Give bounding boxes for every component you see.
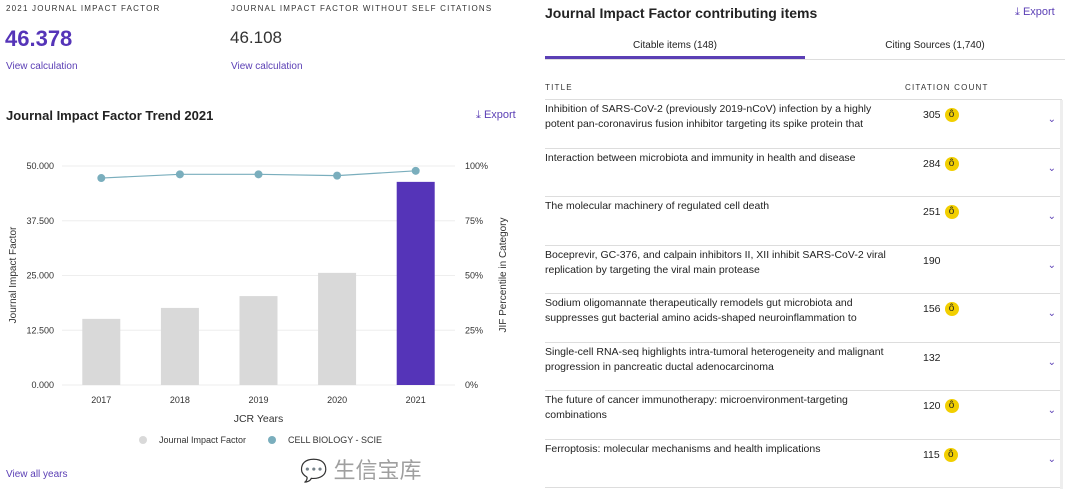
table-row[interactable]: Ferroptosis: molecular mechanisms and he… [545,440,1062,488]
percentile-point-2020[interactable] [333,171,342,180]
trend-chart: 0.000 0% 12.500 25% 25.000 50% 37.500 75% 50.000… [8,161,509,445]
table-row[interactable]: The molecular machinery of regulated cel… [545,197,1062,246]
legend-line-marker [268,436,276,444]
open-access-icon: ô [944,399,959,414]
open-access-icon: ô [944,108,959,123]
y-tick-label: 25.000 [26,271,54,281]
item-title[interactable]: Boceprevir, GC-376, and calpain inhibito… [545,248,886,276]
items-list: Inhibition of SARS-CoV-2 (previously 201… [545,100,1062,488]
legend-category[interactable]: CELL BIOLOGY - SCIE [288,435,382,445]
chevron-down-icon[interactable]: ⌄ [1047,356,1056,368]
jif-no-self-label: Journal Impact Factor without self citat… [231,4,493,13]
table-row[interactable]: The future of cancer immunotherapy: micr… [545,391,1062,440]
scrollbar[interactable] [1060,100,1063,489]
col-title-header: TITLE [545,83,573,92]
download-icon: ⤓ [476,109,481,121]
y-tick-label: 37.500 [26,216,54,226]
chevron-down-icon[interactable]: ⌄ [1047,405,1056,416]
x-tick-label: 2017 [91,395,111,405]
jif-no-self-value: 46.108 [230,28,282,47]
item-title[interactable]: Single-cell RNA-seq highlights intra-tum… [545,345,884,373]
y-tick-label: 0.000 [31,380,54,390]
open-access-icon: ô [943,447,958,462]
trend-export-button[interactable]: ⤓ Export [476,109,516,121]
table-row[interactable]: Sodium oligomannate therapeutically remo… [545,294,1062,343]
chevron-down-icon[interactable]: ⌄ [1047,308,1056,319]
x-axis-label: JCR Years [234,413,284,425]
watermark: 💬 生信宝库 [300,458,422,483]
y2-tick-label: 50% [465,271,483,281]
table-row[interactable]: Interaction between microbiota and immun… [545,149,1062,197]
y2-tick-label: 75% [465,216,483,226]
open-access-icon: ô [944,205,959,220]
percentile-point-2018[interactable] [175,170,184,179]
bar-2018[interactable] [160,307,199,385]
view-calculation-link[interactable]: View calculation [6,61,78,72]
chevron-down-icon[interactable]: ⌄ [1047,453,1056,465]
y2-tick-label: 100% [465,161,488,171]
view-calculation-link-2[interactable]: View calculation [231,61,303,72]
items-export-button[interactable]: ⤓ Export [1015,6,1055,18]
item-title[interactable]: The future of cancer immunotherapy: micr… [545,394,848,421]
download-icon: ⤓ [1015,6,1020,18]
citation-count: 120 ô [923,398,959,415]
trend-title: Journal Impact Factor Trend 2021 [6,108,214,123]
percentile-point-2019[interactable] [254,170,263,179]
items-title: Journal Impact Factor contributing items [545,5,818,21]
percentile-point-2017[interactable] [97,174,106,183]
legend-jif[interactable]: Journal Impact Factor [159,435,246,445]
x-tick-label: 2018 [170,395,190,405]
x-tick-label: 2021 [406,395,426,405]
item-title[interactable]: Ferroptosis: molecular mechanisms and he… [545,442,821,455]
chevron-down-icon[interactable]: ⌄ [1047,211,1056,222]
y2-tick-label: 0% [465,380,478,390]
col-count-header: CITATION COUNT [905,83,989,92]
y-tick-label: 12.500 [26,325,54,335]
y-axis-label: Journal Impact Factor [8,226,19,323]
view-all-years-link[interactable]: View all years [6,469,68,480]
x-tick-label: 2020 [327,395,347,405]
bar-2021[interactable] [396,181,435,385]
table-row[interactable]: Single-cell RNA-seq highlights intra-tum… [545,343,1062,391]
chevron-down-icon[interactable]: ⌄ [1047,162,1056,174]
legend-bar-marker [139,436,147,444]
x-tick-label: 2019 [248,395,268,405]
percentile-point-2021[interactable] [411,166,420,175]
chevron-down-icon[interactable]: ⌄ [1047,259,1056,271]
item-title[interactable]: The molecular machinery of regulated cel… [545,200,770,212]
bar-2020[interactable] [318,272,357,385]
citation-count: 190 [923,254,941,267]
citation-count: 156 ô [923,301,959,318]
y-tick-label: 50.000 [26,161,54,171]
citation-count: 115 ô [923,447,958,464]
citation-count: 251 ô [923,204,959,221]
open-access-icon: ô [944,156,959,171]
bar-2017[interactable] [82,318,121,385]
chevron-down-icon[interactable]: ⌄ [1047,114,1056,125]
citation-count: 305 ô [923,107,959,124]
citation-count: 284 ô [923,156,959,173]
table-row[interactable]: Inhibition of SARS-CoV-2 (previously 201… [545,100,1062,149]
tab-citing-sources[interactable]: Citing Sources (1,740) [885,40,985,51]
bar-2019[interactable] [239,296,278,385]
y2-tick-label: 25% [465,325,483,335]
table-row[interactable]: Boceprevir, GC-376, and calpain inhibito… [545,246,1062,294]
item-title[interactable]: Interaction between microbiota and immun… [545,151,856,164]
item-title[interactable]: Sodium oligomannate therapeutically remo… [545,297,857,324]
jif-label: 2021 Journal Impact Factor [6,4,161,13]
open-access-icon: ô [944,302,959,317]
header-divider [545,99,1062,100]
y2-axis-label: JIF Percentile in Category [498,217,509,332]
items-tabs: Citable items (148) Citing Sources (1,74… [545,32,1065,60]
jif-value: 46.378 [5,26,73,51]
wechat-icon: 💬 [300,458,328,483]
citation-count: 132 [923,351,941,364]
item-title[interactable]: Inhibition of SARS-CoV-2 (previously 201… [545,103,872,130]
tab-citable-items[interactable]: Citable items (148) [545,32,805,59]
